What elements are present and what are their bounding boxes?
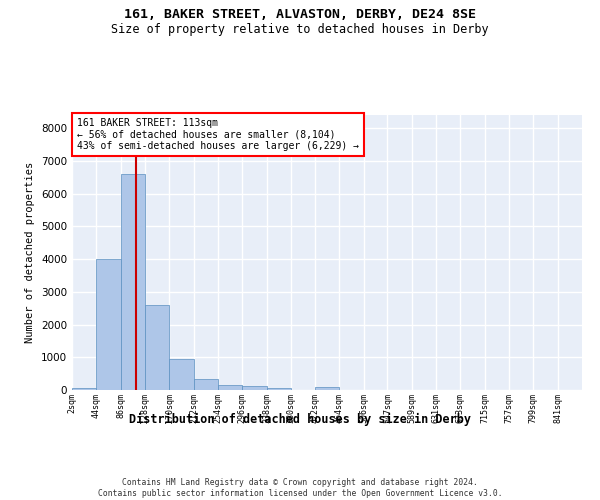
- Text: Size of property relative to detached houses in Derby: Size of property relative to detached ho…: [111, 22, 489, 36]
- Bar: [121, 174, 145, 390]
- Bar: [194, 379, 218, 390]
- Bar: [315, 388, 340, 390]
- Text: Contains HM Land Registry data © Crown copyright and database right 2024.
Contai: Contains HM Land Registry data © Crown c…: [98, 478, 502, 498]
- Bar: [266, 388, 291, 390]
- Bar: [72, 388, 97, 390]
- Text: 161, BAKER STREET, ALVASTON, DERBY, DE24 8SE: 161, BAKER STREET, ALVASTON, DERBY, DE24…: [124, 8, 476, 20]
- Y-axis label: Number of detached properties: Number of detached properties: [25, 162, 35, 343]
- Bar: [145, 305, 169, 390]
- Text: 161 BAKER STREET: 113sqm
← 56% of detached houses are smaller (8,104)
43% of sem: 161 BAKER STREET: 113sqm ← 56% of detach…: [77, 118, 359, 151]
- Bar: [97, 259, 121, 390]
- Bar: [242, 386, 266, 390]
- Bar: [169, 358, 194, 390]
- Bar: [218, 386, 242, 390]
- Text: Distribution of detached houses by size in Derby: Distribution of detached houses by size …: [129, 412, 471, 426]
